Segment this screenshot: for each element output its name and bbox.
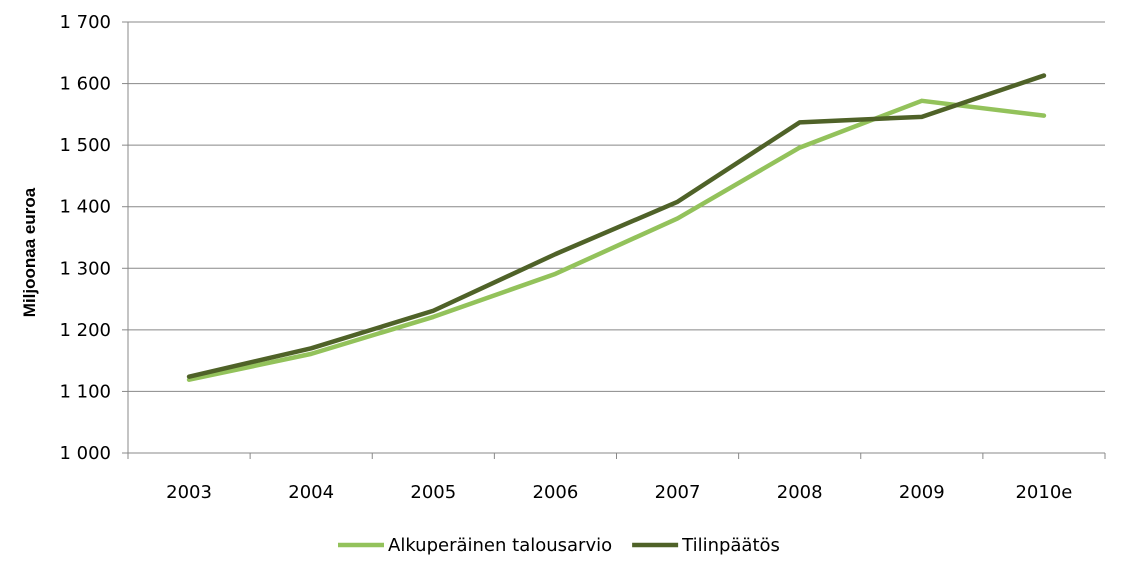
x-tick-label: 2009 xyxy=(899,482,945,503)
x-tick-label: 2003 xyxy=(166,482,212,503)
x-tick-label: 2007 xyxy=(655,482,701,503)
y-tick-label: 1 100 xyxy=(59,381,111,402)
y-tick-label: 1 200 xyxy=(59,320,111,341)
gridlines xyxy=(128,21,1105,392)
x-axis-ticks: 2003 2004 2005 2006 2007 2008 2009 2010e xyxy=(127,453,1106,503)
x-tick-label: 2010e xyxy=(1015,482,1072,503)
x-tick-label: 2005 xyxy=(410,482,456,503)
legend-item-2: Tilinpäätös xyxy=(632,535,780,556)
y-tick-label: 1 500 xyxy=(59,135,111,156)
y-tick-label: 1 600 xyxy=(59,74,111,95)
y-axis-label: Miljoonaa euroa xyxy=(20,187,39,317)
x-tick-label: 2008 xyxy=(777,482,823,503)
y-axis-ticks: 1 000 1 100 1 200 1 300 1 400 1 500 1 600 1 700 xyxy=(59,12,128,464)
series-line-1 xyxy=(186,98,1047,382)
y-tick-label: 1 700 xyxy=(59,12,111,33)
legend-label: Tilinpäätös xyxy=(681,535,780,556)
x-tick-label: 2004 xyxy=(288,482,334,503)
axes xyxy=(127,22,1105,454)
y-tick-label: 1 400 xyxy=(59,197,111,218)
y-tick-label: 1 300 xyxy=(59,258,111,279)
series-lines xyxy=(186,73,1047,382)
legend: Alkuperäinen talousarvio Tilinpäätös xyxy=(338,535,780,556)
x-tick-label: 2006 xyxy=(533,482,579,503)
y-tick-label: 1 000 xyxy=(59,443,111,464)
legend-item-1: Alkuperäinen talousarvio xyxy=(338,535,612,556)
series-line-2 xyxy=(186,73,1047,379)
legend-label: Alkuperäinen talousarvio xyxy=(388,535,612,556)
